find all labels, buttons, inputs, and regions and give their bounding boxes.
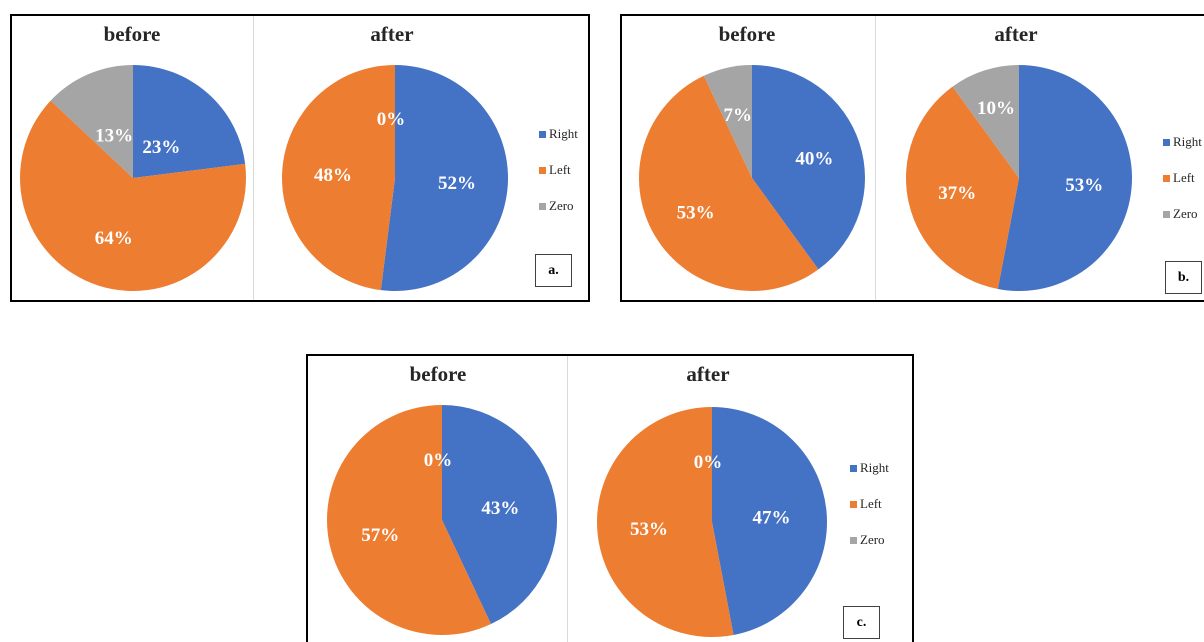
chart-panel-c: before after 43% 57% 0% 47% 53% 0% Right Lef… — [306, 354, 914, 642]
legend-item-right: Right — [850, 450, 889, 486]
legend-swatch-zero — [850, 536, 857, 544]
chart-panel-b: before after 40% 53% 7% 53% 37% 10% Right Le… — [620, 14, 1204, 302]
legend: Right Left Zero — [850, 450, 889, 558]
panel-label: a. — [535, 254, 572, 287]
pie-chart-c-after: 47% 53% 0% — [596, 407, 827, 637]
data-label-right: 53% — [1065, 175, 1103, 196]
pie-chart-b-after: 53% 37% 10% — [906, 65, 1132, 291]
data-label-zero: 0% — [694, 452, 723, 473]
legend-swatch-left — [1163, 174, 1170, 182]
legend-label: Left — [860, 496, 882, 511]
pie-slice-left — [327, 405, 491, 635]
chart-title-after: after — [370, 22, 414, 46]
chart-title-after: after — [994, 22, 1038, 46]
panel-divider — [875, 16, 876, 300]
legend-swatch-right — [539, 130, 546, 138]
data-label-right: 52% — [438, 173, 476, 194]
data-label-zero: 0% — [424, 450, 453, 471]
data-label-zero: 10% — [977, 98, 1015, 119]
pie-chart-b-before: 40% 53% 7% — [639, 65, 865, 291]
pie-slice-right — [752, 65, 865, 270]
data-label-right: 47% — [753, 507, 791, 528]
legend-swatch-left — [850, 500, 857, 508]
pie-slice-right — [380, 65, 508, 291]
pie-slice-zero — [703, 65, 752, 178]
panel-label: c. — [843, 606, 880, 639]
legend-swatch-right — [1163, 138, 1170, 146]
legend-item-zero: Zero — [1163, 196, 1202, 232]
pie-chart-a-before: 23% 64% 13% — [19, 65, 246, 292]
legend-swatch-left — [539, 166, 546, 174]
panel-divider — [567, 356, 568, 642]
data-label-zero: 7% — [723, 105, 752, 126]
legend-item-zero: Zero — [850, 522, 889, 558]
panel-divider — [253, 16, 254, 300]
legend-label: Right — [1173, 134, 1202, 149]
chart-panel-a: before after 23% 64% 13% 52% 48% 0% Right Le… — [10, 14, 590, 302]
pie-slice-right — [442, 405, 557, 625]
legend-item-left: Left — [850, 486, 889, 522]
pie-slice-left — [906, 86, 1019, 289]
legend-item-left: Left — [1163, 160, 1202, 196]
data-label-left: 53% — [630, 519, 668, 540]
legend-label: Zero — [549, 198, 574, 213]
legend-swatch-right — [850, 464, 857, 472]
pie-slice-left — [19, 100, 246, 292]
data-label-left: 53% — [677, 202, 715, 223]
pie-slice-left — [281, 65, 395, 291]
pie-slice-right — [712, 407, 827, 635]
legend-label: Left — [549, 162, 571, 177]
legend-item-left: Left — [539, 152, 578, 188]
pie-chart-c-before: 43% 57% 0% — [327, 405, 557, 635]
chart-title-after: after — [686, 362, 730, 386]
legend-label: Zero — [860, 532, 885, 547]
legend-label: Left — [1173, 170, 1195, 185]
legend-label: Zero — [1173, 206, 1198, 221]
legend: Right Left Zero — [1163, 124, 1202, 232]
legend-swatch-zero — [539, 202, 546, 210]
pie-slice-zero — [952, 65, 1019, 178]
chart-title-before: before — [409, 362, 467, 386]
data-label-left: 37% — [938, 183, 976, 204]
legend-label: Right — [549, 126, 578, 141]
data-label-left: 64% — [95, 228, 133, 249]
data-label-right: 23% — [142, 137, 180, 158]
pie-slice-left — [596, 407, 734, 637]
pie-chart-a-after: 52% 48% 0% — [281, 65, 508, 291]
pie-slice-zero — [50, 65, 134, 178]
data-label-zero: 13% — [95, 125, 133, 146]
chart-title-before: before — [103, 22, 161, 46]
data-label-left: 48% — [314, 165, 352, 186]
data-label-left: 57% — [361, 525, 399, 546]
legend-swatch-zero — [1163, 210, 1170, 218]
legend-item-right: Right — [1163, 124, 1202, 160]
pie-slice-right — [997, 65, 1132, 291]
legend-item-right: Right — [539, 116, 578, 152]
panel-label: b. — [1165, 261, 1202, 294]
data-label-zero: 0% — [377, 109, 406, 130]
legend: Right Left Zero — [539, 116, 578, 224]
legend-item-zero: Zero — [539, 188, 578, 224]
data-label-right: 43% — [481, 498, 519, 519]
pie-slice-right — [133, 65, 246, 178]
pie-slice-left — [639, 75, 819, 291]
legend-label: Right — [860, 460, 889, 475]
data-label-right: 40% — [795, 149, 833, 170]
chart-title-before: before — [718, 22, 776, 46]
